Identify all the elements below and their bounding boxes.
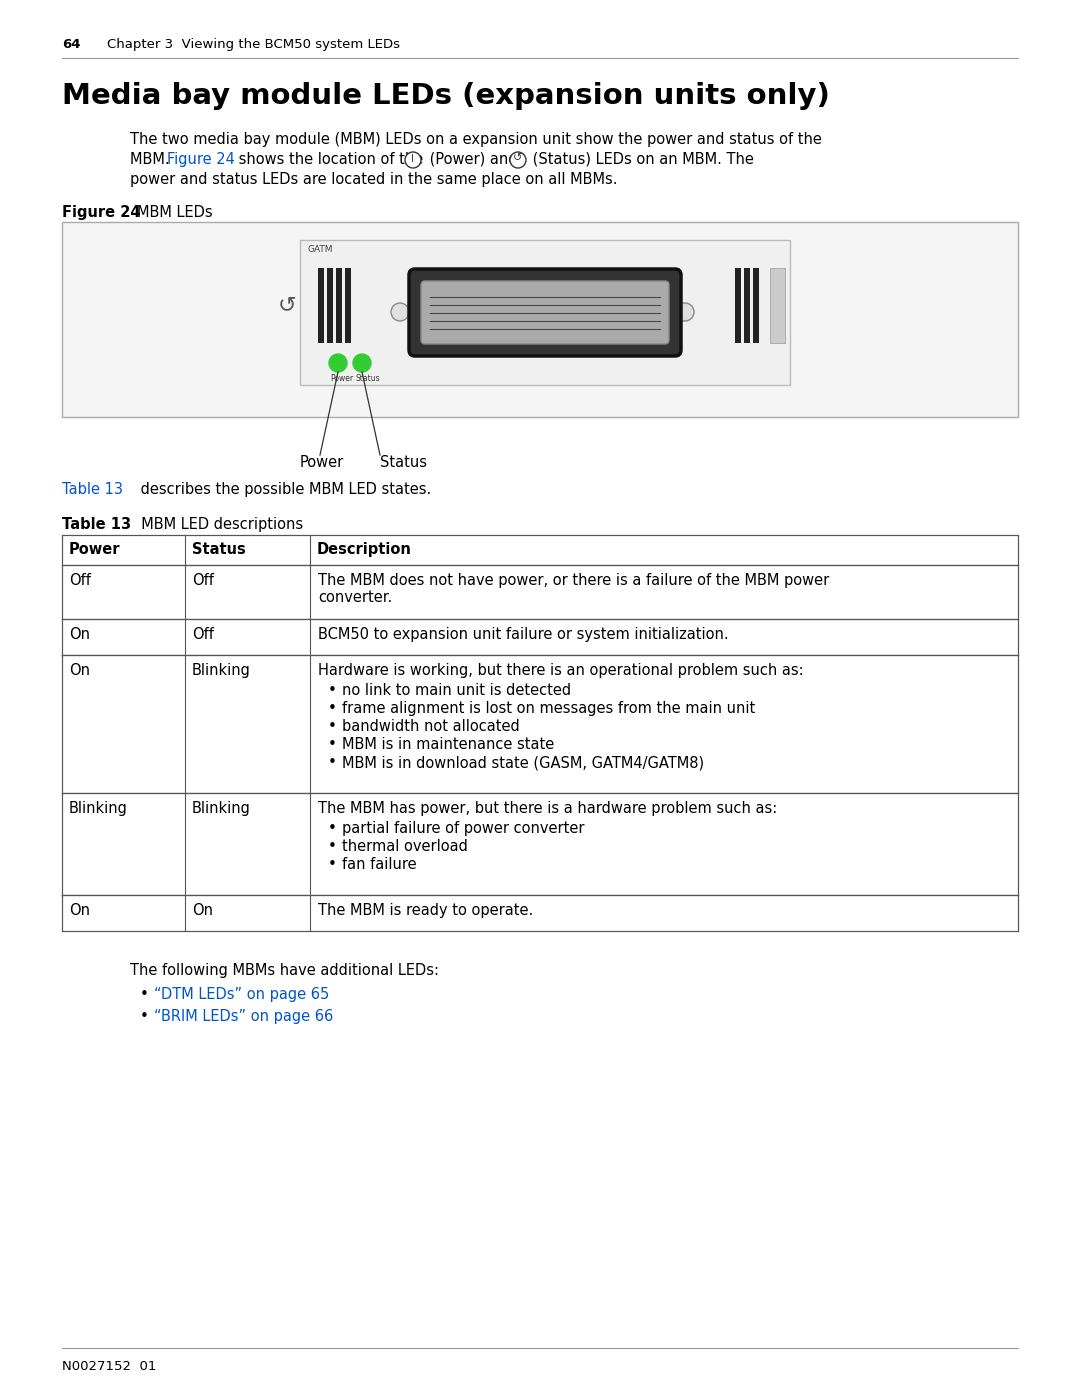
- Text: •: •: [328, 754, 337, 770]
- Text: The two media bay module (MBM) LEDs on a expansion unit show the power and statu: The two media bay module (MBM) LEDs on a…: [130, 131, 822, 147]
- Bar: [62, 655, 1018, 793]
- Circle shape: [391, 303, 409, 321]
- Text: Blinking: Blinking: [192, 664, 251, 678]
- Text: Power: Power: [69, 542, 121, 557]
- Text: The MBM does not have power, or there is a failure of the MBM power
converter.: The MBM does not have power, or there is…: [318, 573, 829, 605]
- Text: Status: Status: [355, 374, 380, 383]
- Text: Hardware is working, but there is an operational problem such as:: Hardware is working, but there is an ope…: [318, 664, 804, 678]
- Bar: [62, 535, 1018, 564]
- Bar: [345, 268, 351, 344]
- Text: On: On: [69, 627, 90, 643]
- Text: Off: Off: [192, 627, 214, 643]
- Text: partial failure of power converter: partial failure of power converter: [342, 821, 584, 835]
- Text: Blinking: Blinking: [192, 800, 251, 816]
- Text: no link to main unit is detected: no link to main unit is detected: [342, 683, 571, 698]
- Text: shows the location of the: shows the location of the: [234, 152, 428, 168]
- Text: Figure 24: Figure 24: [62, 205, 140, 219]
- Text: ↺: ↺: [513, 154, 523, 163]
- Text: •: •: [140, 1009, 149, 1024]
- Bar: [300, 240, 789, 386]
- Text: The following MBMs have additional LEDs:: The following MBMs have additional LEDs:: [130, 963, 438, 978]
- Bar: [327, 268, 333, 344]
- Text: MBM is in maintenance state: MBM is in maintenance state: [342, 738, 554, 752]
- Text: •: •: [328, 856, 337, 872]
- Circle shape: [510, 152, 526, 168]
- Text: MBM LED descriptions: MBM LED descriptions: [132, 517, 303, 532]
- Text: ↺: ↺: [278, 295, 297, 314]
- Text: N0027152  01: N0027152 01: [62, 1361, 157, 1373]
- Text: “BRIM LEDs” on page 66: “BRIM LEDs” on page 66: [154, 1009, 334, 1024]
- Text: (Status) LEDs on an MBM. The: (Status) LEDs on an MBM. The: [528, 152, 754, 168]
- Text: Off: Off: [69, 573, 91, 588]
- Bar: [62, 564, 1018, 619]
- Text: Power: Power: [300, 455, 345, 469]
- Text: Media bay module LEDs (expansion units only): Media bay module LEDs (expansion units o…: [62, 82, 829, 110]
- Text: •: •: [328, 821, 337, 835]
- Bar: [770, 268, 785, 344]
- Text: Chapter 3  Viewing the BCM50 system LEDs: Chapter 3 Viewing the BCM50 system LEDs: [107, 38, 400, 52]
- Circle shape: [405, 152, 421, 168]
- Text: Table 13: Table 13: [62, 517, 131, 532]
- Text: Blinking: Blinking: [69, 800, 127, 816]
- Text: MBM is in download state (GASM, GATM4/GATM8): MBM is in download state (GASM, GATM4/GA…: [342, 754, 704, 770]
- Bar: [62, 895, 1018, 930]
- Bar: [318, 268, 324, 344]
- Text: bandwidth not allocated: bandwidth not allocated: [342, 719, 519, 733]
- Text: describes the possible MBM LED states.: describes the possible MBM LED states.: [136, 482, 431, 497]
- Text: On: On: [69, 902, 90, 918]
- Text: The MBM is ready to operate.: The MBM is ready to operate.: [318, 902, 534, 918]
- Text: Power: Power: [330, 374, 353, 383]
- Circle shape: [353, 353, 372, 372]
- Text: Description: Description: [318, 542, 411, 557]
- FancyBboxPatch shape: [421, 281, 669, 344]
- FancyBboxPatch shape: [409, 270, 681, 356]
- Text: Status: Status: [380, 455, 427, 469]
- Text: •: •: [328, 719, 337, 733]
- Text: •: •: [140, 988, 149, 1002]
- Text: •: •: [328, 738, 337, 752]
- Bar: [62, 222, 1018, 416]
- Text: fan failure: fan failure: [342, 856, 417, 872]
- Text: frame alignment is lost on messages from the main unit: frame alignment is lost on messages from…: [342, 701, 755, 717]
- Text: Off: Off: [192, 573, 214, 588]
- Text: BCM50 to expansion unit failure or system initialization.: BCM50 to expansion unit failure or syste…: [318, 627, 729, 643]
- Bar: [753, 268, 759, 344]
- Text: •: •: [328, 683, 337, 698]
- Circle shape: [329, 353, 347, 372]
- Bar: [62, 793, 1018, 895]
- Text: •: •: [328, 701, 337, 717]
- Text: GATM: GATM: [308, 244, 334, 254]
- Text: thermal overload: thermal overload: [342, 840, 468, 854]
- Text: On: On: [69, 664, 90, 678]
- Text: •: •: [328, 840, 337, 854]
- Text: Table 13: Table 13: [62, 482, 123, 497]
- Text: “DTM LEDs” on page 65: “DTM LEDs” on page 65: [154, 988, 329, 1002]
- Text: MBM LEDs: MBM LEDs: [137, 205, 213, 219]
- Text: I: I: [411, 154, 414, 163]
- Text: Figure 24: Figure 24: [167, 152, 234, 168]
- Bar: [735, 268, 741, 344]
- Text: 64: 64: [62, 38, 81, 52]
- Text: power and status LEDs are located in the same place on all MBMs.: power and status LEDs are located in the…: [130, 172, 618, 187]
- Text: (Power) and: (Power) and: [426, 152, 522, 168]
- Circle shape: [676, 303, 694, 321]
- Text: Status: Status: [192, 542, 246, 557]
- Text: MBM.: MBM.: [130, 152, 174, 168]
- Bar: [336, 268, 342, 344]
- Bar: [62, 619, 1018, 655]
- Bar: [744, 268, 750, 344]
- Text: On: On: [192, 902, 213, 918]
- Text: The MBM has power, but there is a hardware problem such as:: The MBM has power, but there is a hardwa…: [318, 800, 778, 816]
